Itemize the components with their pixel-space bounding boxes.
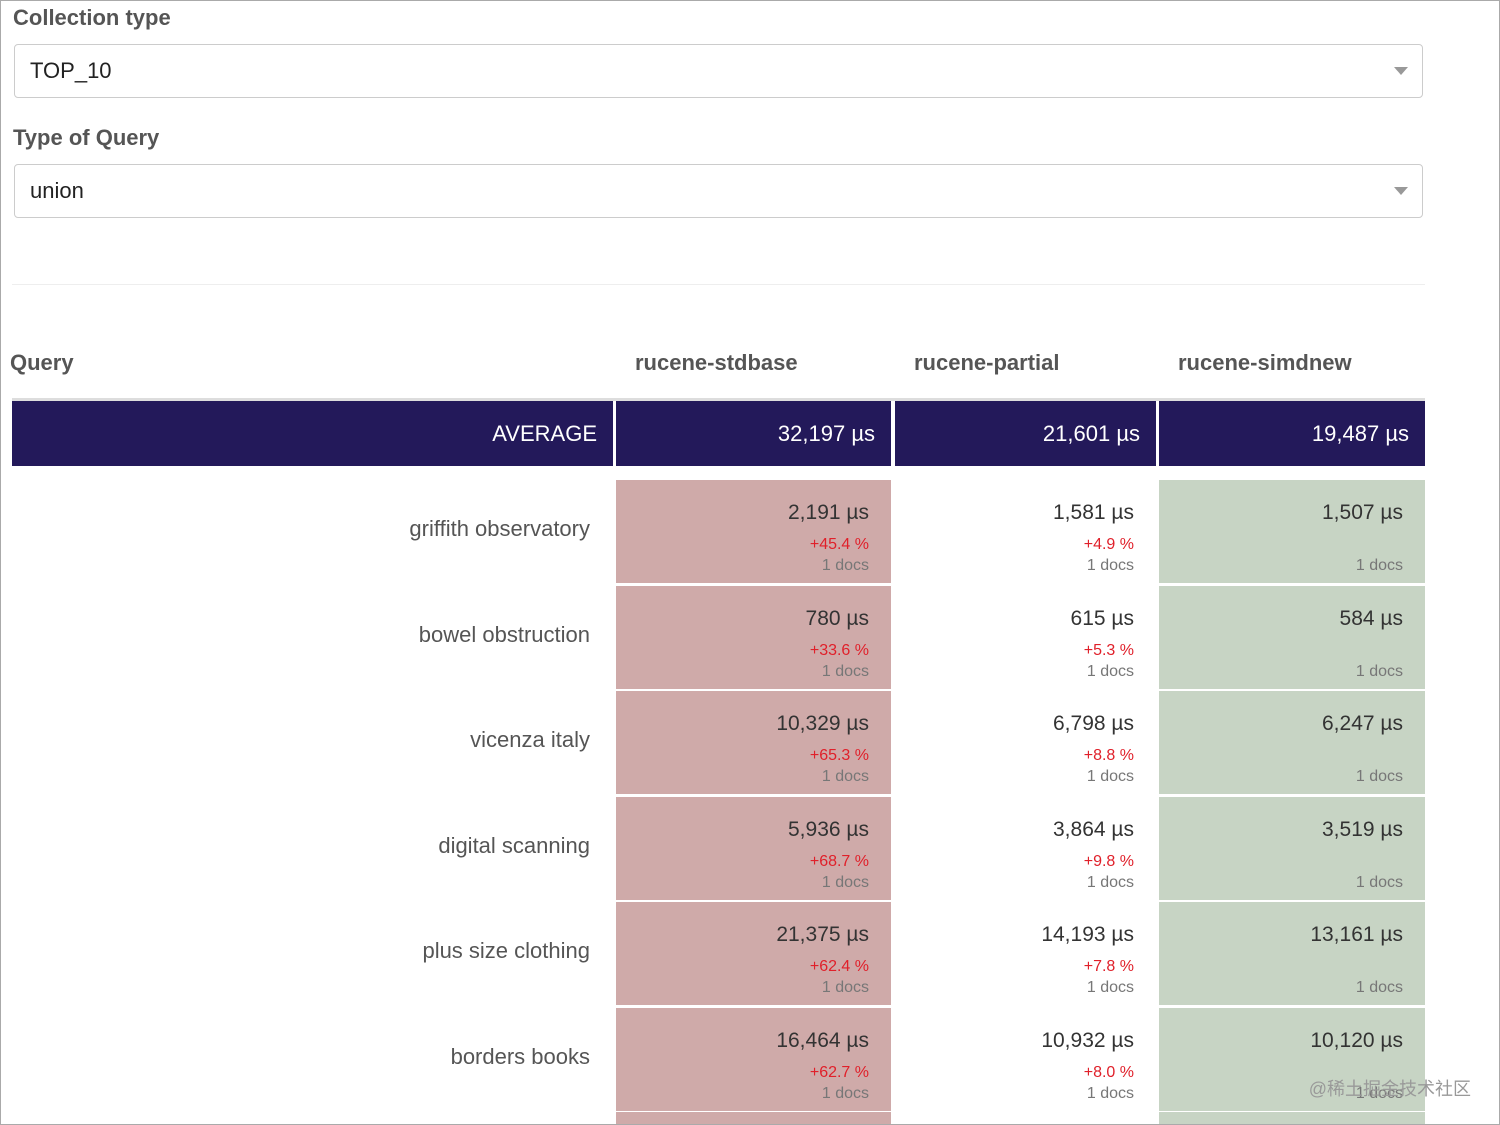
docs: 1 docs	[1086, 979, 1134, 996]
time: 3,519 µs	[1322, 817, 1403, 841]
docs: 1 docs	[1086, 1084, 1134, 1102]
docs: 1 docs	[821, 1084, 869, 1102]
column-header: rucene-simdnew	[1178, 350, 1352, 375]
docs: 1 docs	[821, 768, 869, 785]
result-cell: 584 µs 1 docs	[1159, 585, 1425, 689]
result-cell: 21,375 µs +62.4 % 1 docs	[616, 902, 891, 1005]
docs: 1 docs	[1355, 979, 1403, 996]
result-cell: 5,936 µs +68.7 % 1 docs	[616, 796, 891, 900]
average-label: AVERAGE	[12, 401, 613, 466]
result-cell: 780 µs +33.6 % 1 docs	[616, 585, 891, 689]
result-cell: 14,193 µs +7.8 % 1 docs	[895, 902, 1156, 1005]
query-label: borders books	[450, 1043, 590, 1069]
result-cell: 3,864 µs +9.8 % 1 docs	[895, 797, 1156, 900]
time: 1,581 µs	[1053, 501, 1134, 524]
docs: 1 docs	[821, 662, 869, 680]
delta: +62.4 %	[809, 958, 869, 975]
docs: 1 docs	[1086, 873, 1134, 891]
docs: 1 docs	[1086, 557, 1134, 574]
time: 10,932 µs	[1041, 1028, 1134, 1052]
delta: +65.3 %	[809, 747, 869, 764]
delta: +33.6 %	[809, 641, 869, 659]
docs: 1 docs	[821, 979, 869, 996]
delta: +4.9 %	[1083, 536, 1134, 553]
time: 6,247 µs	[1322, 712, 1403, 735]
time: 1,507 µs	[1322, 501, 1403, 524]
field-label: Type of Query	[13, 125, 160, 150]
time: 3,864 µs	[1053, 817, 1134, 841]
dropdown-arrow	[1394, 67, 1408, 75]
delta: +8.8 %	[1083, 747, 1134, 764]
result-cell: 10,120 µs 1 docs	[1159, 1007, 1425, 1111]
query-label: plus size clothing	[422, 938, 590, 963]
watermark: @稀土掘金技术社区	[1308, 1079, 1471, 1099]
delta: +5.3 %	[1083, 641, 1134, 659]
column-header: Query	[10, 350, 74, 375]
result-cell: 2,191 µs +45.4 % 1 docs	[616, 480, 891, 583]
time: 6,798 µs	[1053, 712, 1134, 735]
time: 615 µs	[1070, 606, 1134, 630]
time: 21,375 µs	[776, 923, 869, 946]
time: 584 µs	[1339, 606, 1403, 630]
partial-cell	[1159, 1112, 1425, 1124]
time: 16,464 µs	[776, 1028, 869, 1052]
header-rule	[12, 398, 1425, 401]
docs: 1 docs	[821, 873, 869, 891]
select-value: TOP_10	[30, 58, 112, 83]
average-cell: 32,197 µs	[616, 401, 891, 466]
field-label: Collection type	[13, 5, 171, 30]
docs: 1 docs	[1086, 662, 1134, 680]
time: 10,329 µs	[776, 712, 869, 735]
docs: 1 docs	[1355, 662, 1403, 680]
time: 13,161 µs	[1310, 923, 1403, 946]
result-cell: 16,464 µs +62.7 % 1 docs	[616, 1007, 891, 1111]
delta: +9.8 %	[1083, 852, 1134, 870]
divider	[12, 284, 1425, 285]
time: 780 µs	[805, 606, 869, 630]
result-cell: 615 µs +5.3 % 1 docs	[895, 586, 1156, 689]
result-cell: 10,329 µs +65.3 % 1 docs	[616, 691, 891, 794]
docs: 1 docs	[1355, 768, 1403, 785]
delta: +68.7 %	[809, 852, 869, 870]
docs: 1 docs	[821, 557, 869, 574]
query-label: vicenza italy	[470, 727, 590, 752]
average-cell: 19,487 µs	[1159, 401, 1425, 466]
time: 5,936 µs	[788, 817, 869, 841]
query-label: digital scanning	[438, 832, 590, 858]
time: 2,191 µs	[788, 501, 869, 524]
result-cell: 1,581 µs +4.9 % 1 docs	[895, 480, 1156, 583]
result-cell: 10,932 µs +8.0 % 1 docs	[895, 1008, 1156, 1111]
docs: 1 docs	[1086, 768, 1134, 785]
select-value: union	[30, 178, 84, 203]
dropdown-arrow	[1394, 187, 1408, 195]
docs: 1 docs	[1355, 1084, 1403, 1102]
query-label: bowel obstruction	[418, 621, 590, 647]
result-cell: 6,247 µs 1 docs	[1159, 691, 1425, 794]
result-cell: 1,507 µs 1 docs	[1159, 480, 1425, 583]
select[interactable]: TOP_10	[14, 44, 1423, 98]
average-cell: 21,601 µs	[895, 401, 1156, 466]
result-cell: 6,798 µs +8.8 % 1 docs	[895, 691, 1156, 794]
result-cell: 3,519 µs 1 docs	[1159, 796, 1425, 900]
time: 10,120 µs	[1310, 1028, 1403, 1052]
query-label: griffith observatory	[409, 516, 590, 541]
delta: +45.4 %	[809, 536, 869, 553]
time: 14,193 µs	[1041, 923, 1134, 946]
delta: +62.7 %	[809, 1063, 869, 1081]
result-cell: 13,161 µs 1 docs	[1159, 902, 1425, 1005]
partial-cell	[616, 1112, 891, 1124]
column-header: rucene-partial	[914, 350, 1060, 375]
column-header: rucene-stdbase	[635, 350, 798, 375]
docs: 1 docs	[1355, 557, 1403, 574]
select[interactable]: union	[14, 164, 1423, 218]
docs: 1 docs	[1355, 873, 1403, 891]
delta: +7.8 %	[1083, 958, 1134, 975]
delta: +8.0 %	[1083, 1063, 1134, 1081]
